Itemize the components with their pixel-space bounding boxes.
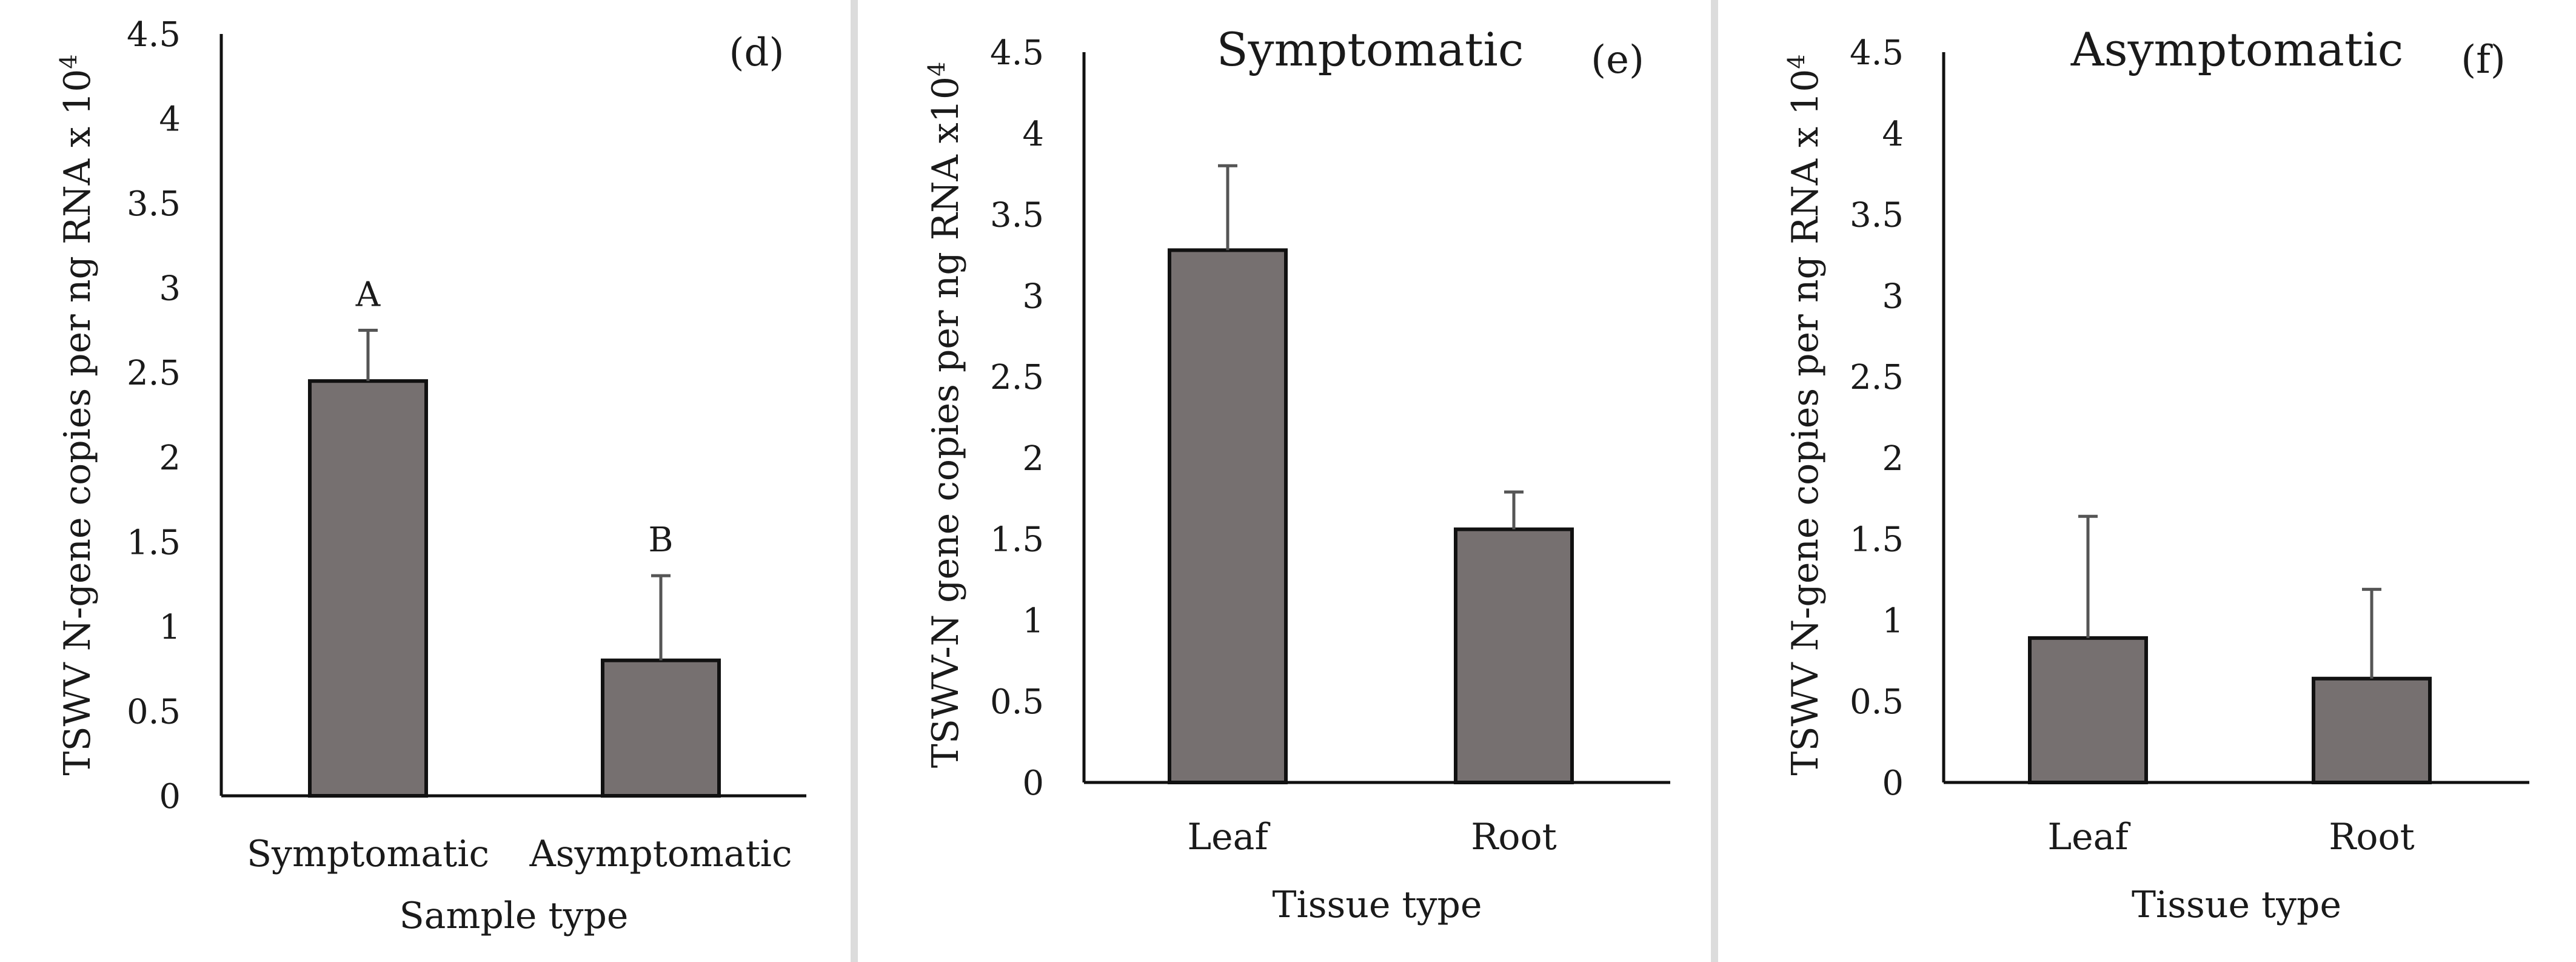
y-tick-label: 2.5 (127, 354, 181, 393)
y-tick-label: 0.5 (127, 692, 181, 732)
y-tick-label: 4.5 (1850, 33, 1904, 73)
y-tick-label: 2 (1882, 439, 1904, 479)
panel-label: (f) (2461, 38, 2506, 82)
bar-leaf (2028, 636, 2148, 785)
bar-root (1454, 527, 1574, 784)
y-tick-label: 4.5 (990, 33, 1044, 73)
y-axis-label: TSWV N-gene copies per ng RNA x 104 (55, 54, 99, 775)
x-axis-label: Tissue type (2132, 884, 2341, 926)
y-tick-label: 4 (1882, 115, 1904, 154)
y-tick-label: 3 (159, 269, 181, 309)
bar-leaf (1168, 248, 1288, 784)
category-label: Leaf (2047, 816, 2130, 858)
y-tick-label: 1.5 (127, 523, 181, 562)
y-tick-label: 0.5 (1850, 682, 1904, 722)
y-tick-label: 3 (1022, 277, 1044, 316)
y-tick-label: 1 (1022, 601, 1044, 641)
x-axis-label: Tissue type (1273, 884, 1482, 926)
y-tick-label: 1 (159, 608, 181, 647)
y-tick-label: 0 (1022, 764, 1044, 803)
y-tick-label: 2.5 (1850, 358, 1904, 397)
chart-panel-0: 0 0.5 1 1.5 2 2.5 3 3.5 4 4.5 A Symptomatic B Asympto… (55, 15, 806, 937)
chart-title: Symptomatic (1217, 22, 1524, 76)
y-tick-label: 0 (1882, 764, 1904, 803)
panel-divider-right (1711, 0, 1718, 962)
y-tick-label: 4 (159, 100, 181, 140)
chart-panel-1: 0 0.5 1 1.5 2 2.5 3 3.5 4 4.5 Leaf Root Tissue type T… (923, 22, 1670, 926)
y-tick-label: 3.5 (1850, 196, 1904, 235)
y-axis-label: TSWV-N gene copies per ng RNA x104 (923, 62, 967, 769)
chart-title: Asymptomatic (2070, 22, 2404, 76)
y-tick-label: 2 (1022, 439, 1044, 479)
y-tick-label: 1.5 (1850, 520, 1904, 560)
y-tick-label: 1 (1882, 601, 1904, 641)
category-label: Root (2329, 816, 2415, 858)
y-axis-label: TSWV N-gene copies per ng RNA x 104 (1783, 54, 1827, 775)
y-tick-label: 1.5 (990, 520, 1044, 560)
y-tick-label: 3 (1882, 277, 1904, 316)
panel-label: (e) (1591, 38, 1644, 82)
panel-label: (d) (729, 30, 785, 75)
category-label: Leaf (1187, 816, 1270, 858)
category-label: Asymptomatic (529, 833, 792, 875)
y-tick-label: 4.5 (127, 15, 181, 55)
y-tick-label: 2 (159, 439, 181, 478)
significance-letter: B (648, 520, 673, 560)
y-tick-label: 3.5 (127, 184, 181, 224)
category-label: Symptomatic (247, 833, 489, 875)
significance-letter: A (355, 275, 381, 314)
bar-asymptomatic (601, 658, 721, 798)
y-tick-label: 0 (159, 777, 181, 816)
bar-root (2312, 676, 2432, 784)
category-label: Root (1471, 816, 1557, 858)
panel-divider-left (851, 0, 858, 962)
bar-symptomatic (308, 379, 428, 798)
y-tick-label: 2.5 (990, 358, 1044, 397)
y-tick-label: 0.5 (990, 682, 1044, 722)
chart-panel-2: 0 0.5 1 1.5 2 2.5 3 3.5 4 4.5 Leaf Root Tissue type T… (1783, 22, 2529, 926)
y-tick-label: 3.5 (990, 196, 1044, 235)
y-tick-label: 4 (1022, 115, 1044, 154)
x-axis-label: Sample type (400, 895, 629, 937)
